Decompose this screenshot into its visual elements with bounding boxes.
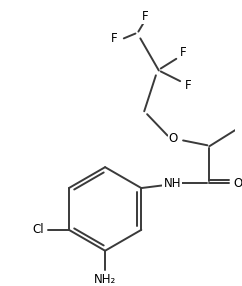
Text: F: F bbox=[180, 46, 186, 59]
Text: NH: NH bbox=[164, 177, 181, 190]
Text: O: O bbox=[234, 177, 242, 190]
Text: F: F bbox=[142, 9, 149, 23]
Text: F: F bbox=[111, 32, 117, 45]
Text: NH₂: NH₂ bbox=[94, 273, 116, 286]
Text: F: F bbox=[185, 79, 191, 92]
Text: Cl: Cl bbox=[32, 223, 44, 236]
Text: O: O bbox=[169, 132, 178, 145]
